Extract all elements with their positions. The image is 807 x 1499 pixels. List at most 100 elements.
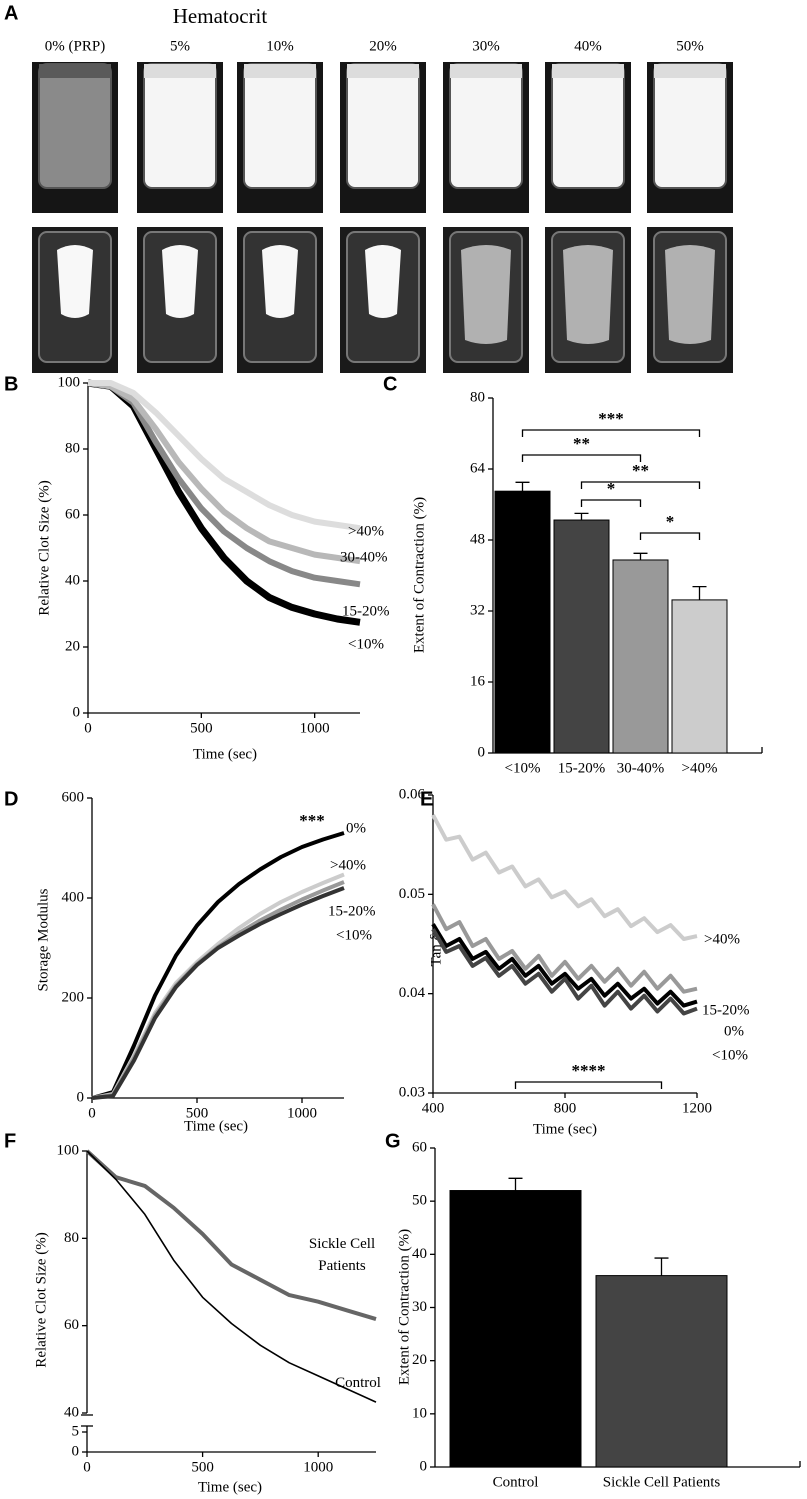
y-tick-label: 60 <box>412 1139 427 1155</box>
series-label: <10% <box>348 636 384 652</box>
x-tick-label: 1000 <box>303 1459 333 1475</box>
y-tick-label: 0.04 <box>399 985 426 1001</box>
figure-a-title: Hematocrit <box>173 4 268 28</box>
x-tick-label: 1000 <box>287 1105 317 1121</box>
significance-bracket <box>521 429 701 437</box>
error-bar <box>508 1177 523 1191</box>
x-tick-label: Control <box>493 1474 539 1490</box>
y-tick-label: 20 <box>412 1352 427 1368</box>
column-label: 50% <box>676 38 704 54</box>
significance-bracket <box>580 481 701 489</box>
significance-label: * <box>666 512 675 531</box>
y-tick-label: 60 <box>64 1317 79 1333</box>
y-tick-label: 80 <box>470 389 485 405</box>
tube <box>449 63 523 189</box>
tube <box>243 63 317 189</box>
error-bar <box>574 512 589 521</box>
x-tick-label: 15-20% <box>558 760 606 776</box>
panel-label: A <box>4 2 18 24</box>
clot <box>365 245 401 318</box>
bar <box>494 490 551 754</box>
significance-bracket <box>580 499 642 507</box>
bar <box>595 1275 728 1468</box>
y-tick-label: 16 <box>470 673 486 689</box>
column-label: 10% <box>266 38 294 54</box>
y-tick-label: 48 <box>470 531 485 547</box>
tube <box>38 63 112 189</box>
series-label: <10% <box>712 1047 748 1063</box>
x-tick-label: 0 <box>83 1459 91 1475</box>
y-tick-label: 80 <box>64 1230 79 1246</box>
x-tick-label: 1200 <box>682 1100 712 1116</box>
panel-label: B <box>4 373 18 395</box>
panel-label: D <box>4 788 18 810</box>
y-tick-label: 30 <box>412 1299 427 1315</box>
clot <box>665 245 715 344</box>
y-tick-label: 0.05 <box>399 886 425 902</box>
x-axis-label: Time (sec) <box>533 1121 597 1137</box>
x-tick-label: 1000 <box>300 720 330 736</box>
significance-label: ** <box>632 461 649 480</box>
y-tick-label: 0.06 <box>399 786 426 802</box>
y-tick-label: 10 <box>412 1405 427 1421</box>
significance-label: * <box>607 479 616 498</box>
y-axis-label: Relative Clot Size (%) <box>33 1232 49 1367</box>
bar <box>449 1190 582 1468</box>
series-line <box>87 380 361 565</box>
tube-meniscus <box>552 64 624 78</box>
y-axis-label: Relative Clot Size (%) <box>36 480 52 615</box>
panel-label: C <box>383 373 397 395</box>
column-label: 0% (PRP) <box>45 38 105 54</box>
series-label: 15-20% <box>328 903 376 919</box>
column-label: 40% <box>574 38 602 54</box>
clot <box>262 245 298 318</box>
series-label: 0% <box>724 1023 744 1039</box>
y-tick-label: 60 <box>65 506 80 522</box>
y-tick-label: 0 <box>72 1443 80 1459</box>
significance-bracket <box>514 1081 663 1089</box>
tube-meniscus <box>654 64 726 78</box>
x-axis-label: Time (sec) <box>198 1479 262 1495</box>
y-tick-label: 32 <box>470 602 485 618</box>
clot <box>563 245 613 344</box>
y-tick-label: 40 <box>64 1404 79 1420</box>
y-axis-label: Extent of Contraction (%) <box>411 497 427 653</box>
series-line <box>431 923 698 1008</box>
series-label: 15-20% <box>702 1002 750 1018</box>
y-tick-label: 100 <box>57 1142 80 1158</box>
y-tick-label: 400 <box>62 889 85 905</box>
y-tick-label: 50 <box>412 1193 427 1209</box>
series-line <box>91 886 345 1100</box>
series-label: 0% <box>346 820 366 836</box>
significance-bracket <box>521 454 642 462</box>
bar <box>612 559 669 754</box>
tube-meniscus <box>39 64 111 78</box>
series-label: >40% <box>330 857 366 873</box>
x-tick-label: >40% <box>682 760 718 776</box>
bar <box>553 519 610 754</box>
x-tick-label: <10% <box>505 760 541 776</box>
series-line <box>431 903 698 994</box>
x-tick-label: 500 <box>186 1105 209 1121</box>
y-tick-label: 80 <box>65 440 80 456</box>
series-label: >40% <box>704 931 740 947</box>
tube <box>551 63 625 189</box>
y-tick-label: 0.03 <box>399 1084 425 1100</box>
error-bar <box>654 1257 669 1276</box>
series-line <box>91 831 345 1100</box>
significance-label: *** <box>299 811 325 830</box>
x-tick-label: Sickle Cell Patients <box>603 1474 721 1490</box>
y-tick-label: 200 <box>62 989 85 1005</box>
tube-meniscus <box>450 64 522 78</box>
y-tick-label: 64 <box>470 460 486 476</box>
tube-meniscus <box>244 64 316 78</box>
x-tick-label: 0 <box>84 720 92 736</box>
significance-label: *** <box>598 409 624 428</box>
y-axis-label: Extent of Contraction (%) <box>396 1229 412 1385</box>
series-line <box>431 813 698 941</box>
y-tick-label: 40 <box>412 1246 427 1262</box>
x-tick-label: 500 <box>191 1459 214 1475</box>
series-label: Control <box>335 1375 381 1391</box>
